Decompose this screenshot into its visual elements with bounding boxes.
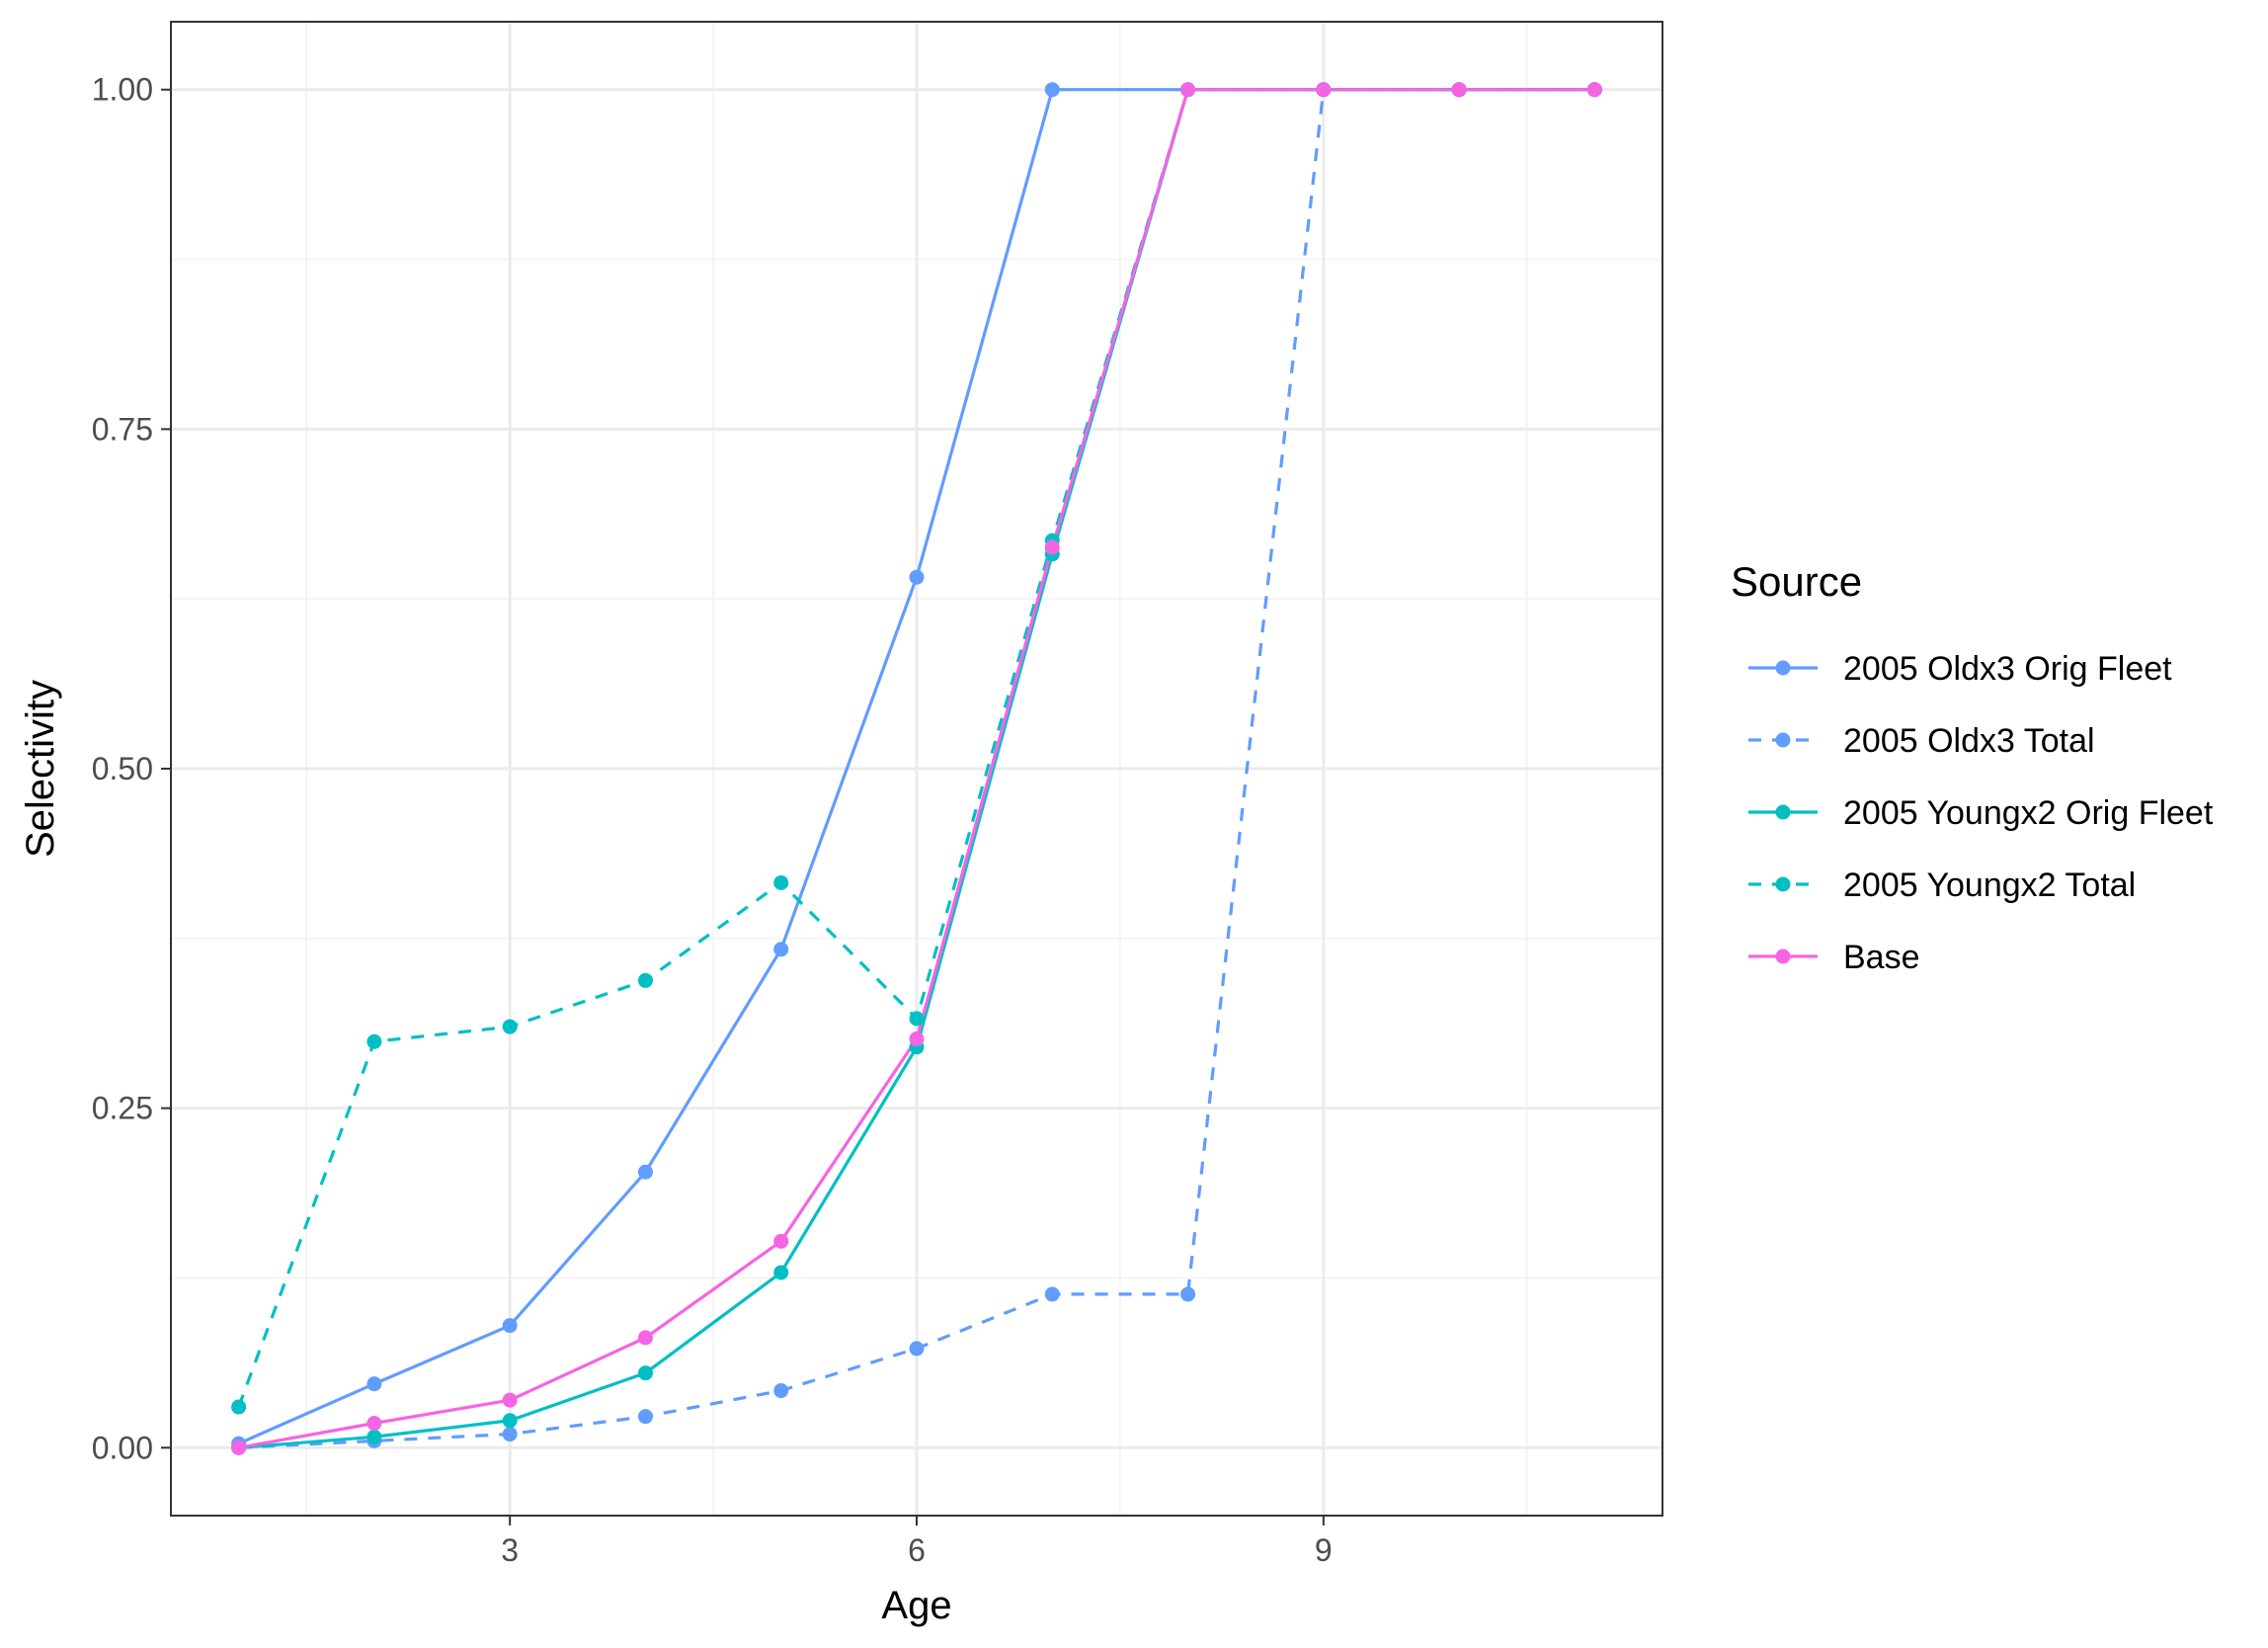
data-point-series-0 [366,1376,382,1392]
legend-label: Base [1843,939,1920,976]
data-point-series-4 [366,1416,382,1432]
data-point-series-1 [1044,1286,1060,1302]
data-point-series-3 [637,972,653,988]
data-point-series-4 [1044,539,1060,555]
data-point-series-1 [1180,1286,1196,1302]
x-tick-label: 3 [501,1532,519,1568]
data-point-series-4 [1586,82,1602,98]
series-points [231,82,1602,1455]
legend-key-point [1775,876,1791,892]
legend-label: 2005 Oldx3 Orig Fleet [1843,650,2172,688]
data-point-series-0 [1044,82,1060,98]
y-tick-label: 0.00 [92,1430,153,1465]
data-point-series-3 [366,1033,382,1049]
major-gridlines [171,22,1662,1516]
data-point-series-0 [909,569,925,585]
legend-title: Source [1731,558,1862,605]
x-tick-label: 6 [908,1532,926,1568]
legend-key-point [1775,660,1791,676]
data-point-series-0 [773,942,789,957]
x-axis-title: Age [881,1584,951,1627]
y-tick-label: 0.50 [92,751,153,786]
data-point-series-4 [1451,82,1467,98]
y-axis-ticks: 0.00 0.25 0.50 0.75 1.00 [92,72,171,1465]
data-point-series-2 [366,1429,382,1444]
data-point-series-0 [637,1164,653,1180]
data-point-series-1 [773,1383,789,1399]
legend-key-point [1775,804,1791,820]
data-point-series-1 [502,1427,518,1442]
legend-items: 2005 Oldx3 Orig Fleet 2005 Oldx3 Total 200… [1748,650,2214,976]
data-point-series-1 [909,1341,925,1357]
legend: Source 2005 Oldx3 Orig Fleet 2005 Oldx3 T… [1731,558,2214,976]
data-point-series-1 [637,1409,653,1425]
data-point-series-4 [231,1440,247,1455]
data-point-series-4 [637,1330,653,1346]
data-point-series-3 [909,1011,925,1027]
data-point-series-4 [773,1233,789,1249]
legend-label: 2005 Youngx2 Total [1843,866,2136,904]
y-tick-label: 1.00 [92,72,153,108]
y-tick-label: 0.25 [92,1091,153,1126]
data-point-series-3 [502,1019,518,1034]
data-point-series-4 [502,1392,518,1408]
legend-key-point [1775,948,1791,964]
data-point-series-2 [773,1265,789,1280]
y-axis-title: Selectivity [19,680,62,858]
data-point-series-3 [773,874,789,890]
legend-label: 2005 Youngx2 Orig Fleet [1843,794,2214,832]
data-point-series-3 [231,1399,247,1415]
x-tick-label: 9 [1315,1532,1333,1568]
legend-label: 2005 Oldx3 Total [1843,722,2095,760]
data-point-series-2 [637,1365,653,1381]
data-point-series-4 [1316,82,1332,98]
data-point-series-4 [909,1031,925,1047]
data-point-series-4 [1180,82,1196,98]
data-point-series-0 [502,1318,518,1334]
legend-key-point [1775,732,1791,748]
data-point-series-2 [502,1413,518,1429]
y-tick-label: 0.75 [92,411,153,447]
x-axis-ticks: 3 6 9 [501,1516,1333,1568]
